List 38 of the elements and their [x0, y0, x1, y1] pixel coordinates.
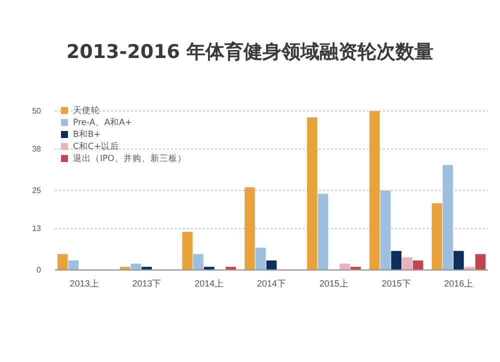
bar — [182, 232, 193, 270]
chart-title: 2013-2016 年体育健身领域融资轮次数量 — [66, 41, 434, 63]
bar — [244, 187, 255, 270]
bar — [369, 111, 380, 270]
bar — [475, 254, 486, 270]
bar — [318, 194, 328, 270]
legend-label: B和B+ — [73, 129, 101, 140]
x-tick-label: 2016上 — [444, 278, 474, 288]
bar — [68, 260, 79, 270]
bar — [412, 260, 424, 270]
bar — [454, 250, 464, 270]
bar — [130, 264, 142, 270]
x-tick-label: 2014上 — [194, 278, 224, 288]
bar — [266, 260, 277, 270]
legend-label: 天使轮 — [73, 105, 100, 116]
y-tick-label: 50 — [32, 106, 42, 116]
legend-label: Pre-A、A和A+ — [73, 117, 132, 128]
bar — [380, 190, 391, 270]
legend-label: C和C+以后 — [73, 141, 119, 152]
legend-label: 退出（IPO、并购、新三板） — [73, 153, 186, 164]
x-tick-label: 2013上 — [70, 278, 99, 288]
y-tick-label: 13 — [32, 224, 42, 234]
y-tick-label: 38 — [32, 144, 42, 154]
bar — [255, 248, 266, 270]
x-tick-label: 2014下 — [256, 278, 286, 288]
bar — [57, 254, 68, 270]
bar — [402, 257, 412, 270]
y-tick-label: 25 — [32, 186, 42, 196]
y-tick-label: 0 — [36, 266, 42, 275]
x-tick-label: 2013下 — [132, 278, 162, 288]
bar — [340, 264, 350, 270]
x-tick-label: 2015下 — [382, 278, 411, 288]
bar — [442, 165, 453, 270]
bar — [391, 250, 402, 270]
bar — [432, 203, 442, 270]
bar — [306, 117, 318, 270]
bar — [193, 254, 204, 270]
x-tick-label: 2015上 — [319, 278, 348, 288]
